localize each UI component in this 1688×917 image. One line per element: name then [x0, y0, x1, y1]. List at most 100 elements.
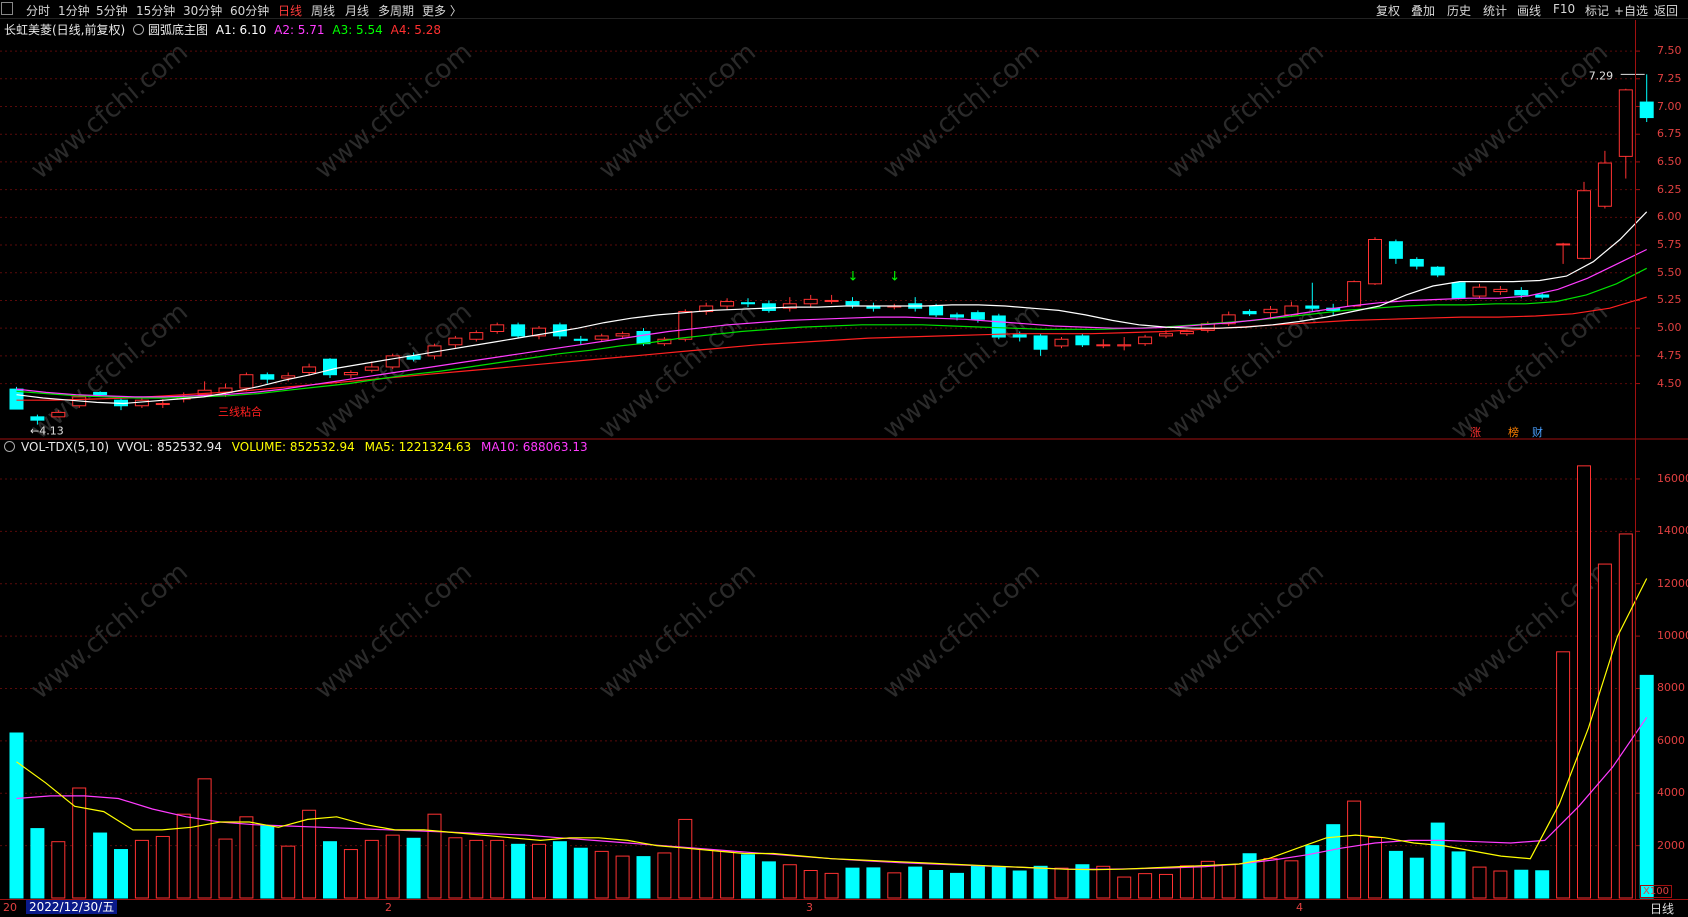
candle-body: [364, 366, 379, 371]
candle-body: [448, 337, 463, 346]
x-tick-year: 20: [3, 901, 17, 914]
f10-button[interactable]: F10: [1553, 2, 1576, 16]
overlay-button[interactable]: 叠加: [1411, 4, 1436, 18]
period-tab-30min[interactable]: 30分钟: [183, 4, 223, 18]
x-tick-mar: 3: [806, 901, 813, 914]
volume-toggle-icon[interactable]: [4, 441, 15, 452]
candle-body: [1430, 266, 1445, 276]
watermark-text: www.cfchi.com: [877, 297, 1046, 445]
add-watchlist-button[interactable]: +自选: [1614, 4, 1649, 18]
volume-bar: [761, 861, 776, 899]
volume-bar: [741, 854, 755, 899]
candle-body: [594, 335, 609, 340]
stats-button[interactable]: 统计: [1483, 4, 1508, 18]
mark-button[interactable]: 标记: [1585, 4, 1610, 18]
candle-body: [218, 387, 233, 393]
volume-bar: [511, 843, 526, 899]
candle-body: [615, 333, 630, 337]
period-tab-monthly[interactable]: 月线: [345, 4, 370, 18]
stock-title: 长虹美菱(日线,前复权): [4, 23, 126, 37]
volume-axis-label: 14000: [1657, 524, 1688, 538]
period-tab-weekly[interactable]: 周线: [311, 4, 336, 18]
volume-bar: [364, 839, 379, 899]
period-tab-5min[interactable]: 5分钟: [96, 4, 128, 18]
candle-body: [887, 305, 902, 308]
candle-body: [1263, 308, 1278, 314]
volume-bar: [1409, 857, 1424, 899]
volume-bar: [1200, 860, 1215, 899]
period-tab-60min[interactable]: 60分钟: [230, 4, 270, 18]
volume-bar: [1618, 533, 1633, 899]
candle-body: [114, 399, 128, 407]
ma5-value: MA5: 1221324.63: [364, 440, 472, 454]
candle-body: [573, 338, 588, 341]
indicator-name[interactable]: 圆弧底主图: [148, 23, 209, 37]
signal-arrow-icon: ↓: [848, 270, 859, 285]
period-tab-1min[interactable]: 1分钟: [58, 4, 90, 18]
volume-axis-label: 6000: [1657, 733, 1685, 747]
candle-body: [866, 305, 881, 309]
volume-bar: [636, 856, 651, 899]
volume-bar: [1347, 800, 1362, 899]
volume-bar: [197, 778, 212, 899]
draw-button[interactable]: 画线: [1517, 4, 1542, 18]
volume-axis-label: 10000: [1657, 629, 1688, 643]
volume-bar: [532, 843, 546, 899]
candle-body: [1368, 239, 1382, 285]
period-tab-multi[interactable]: 多周期: [378, 4, 415, 18]
volume-bar: [9, 732, 24, 899]
history-button[interactable]: 历史: [1447, 4, 1472, 18]
price-axis-label: 6.00: [1657, 210, 1682, 224]
volume-bar: [803, 870, 818, 899]
indicator-toggle-icon[interactable]: [133, 24, 145, 35]
candle-body: [908, 303, 923, 309]
restore-rights-button[interactable]: 复权: [1376, 4, 1401, 18]
period-indicator: 日线: [1650, 902, 1675, 916]
tag-zhang[interactable]: 涨: [1470, 426, 1481, 439]
candle-body: [1096, 344, 1111, 347]
volume-bar: [699, 849, 714, 899]
candle-body: [1200, 323, 1215, 331]
watermark-text: www.cfchi.com: [593, 297, 762, 445]
volume-bar: [1033, 865, 1048, 899]
candle-body: [1242, 311, 1257, 315]
period-tab-more[interactable]: 更多 〉: [422, 4, 462, 18]
period-tab-fenshi[interactable]: 分时: [26, 4, 51, 18]
candle-body: [720, 301, 735, 307]
tag-cai[interactable]: 财: [1532, 426, 1543, 439]
volume-bar: [1597, 563, 1612, 899]
volume-ma5-line: [16, 578, 1648, 871]
signal-text: 三线粘合: [218, 405, 262, 419]
volume-bar: [1242, 853, 1257, 899]
candle-body: [782, 303, 797, 309]
volume-bar: [427, 813, 442, 899]
volume-indicator-name[interactable]: VOL-TDX(5,10): [21, 440, 110, 454]
candle-body: [1409, 258, 1424, 267]
volume-bar: [1179, 865, 1194, 899]
volume-bar: [155, 835, 170, 899]
candle-body: [427, 345, 442, 357]
volume-bar: [573, 847, 588, 899]
volume-bar: [1054, 867, 1069, 899]
price-axis-label: 7.00: [1657, 99, 1682, 113]
signal-arrow-icon: ↓: [889, 270, 900, 285]
candle-body: [93, 391, 108, 396]
period-tab-15min[interactable]: 15分钟: [136, 4, 176, 18]
period-tab-daily[interactable]: 日线: [278, 4, 303, 18]
volume-bar: [1138, 873, 1153, 899]
back-button[interactable]: 返回: [1654, 4, 1679, 18]
volume-bar: [1096, 865, 1111, 899]
candle-body: [991, 315, 1006, 338]
candle-body: [1556, 243, 1571, 246]
candle-body: [1221, 314, 1236, 325]
candle-body: [657, 338, 672, 345]
volume-bar: [51, 841, 66, 899]
date-axis: [0, 899, 1688, 916]
tag-bang[interactable]: 榜: [1508, 426, 1519, 439]
volume-bar: [1430, 822, 1445, 899]
volume-bar: [1263, 857, 1278, 899]
price-axis-label: 6.50: [1657, 154, 1682, 168]
candle-body: [1054, 338, 1069, 347]
layout-icon[interactable]: [1, 2, 13, 15]
